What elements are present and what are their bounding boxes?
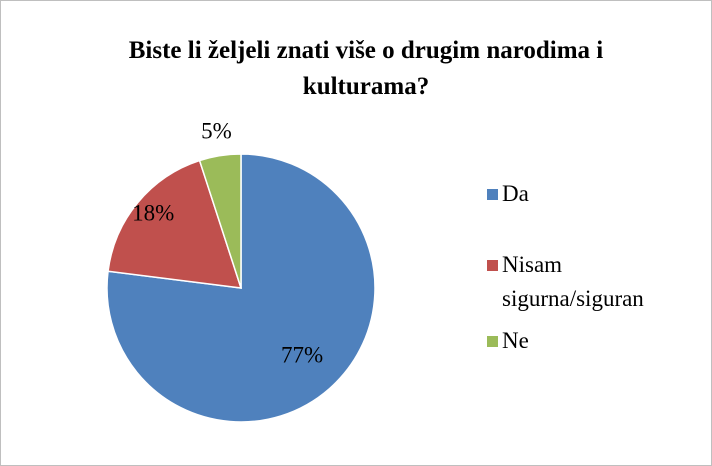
data-label: 77% <box>281 343 323 368</box>
legend-swatch <box>487 260 498 271</box>
legend-item: Da <box>487 177 702 211</box>
legend-label: Nisam sigurna/siguran <box>502 252 644 311</box>
legend-item: Nisam sigurna/siguran <box>487 248 702 316</box>
legend: Da Nisam sigurna/siguran Ne <box>487 177 702 358</box>
pie-slice <box>198 153 242 289</box>
legend-item: Ne <box>487 324 702 358</box>
data-label: 18% <box>132 201 174 226</box>
legend-label: Da <box>502 181 529 206</box>
chart-title: Biste li željeli znati više o drugim nar… <box>128 37 604 100</box>
legend-swatch <box>487 336 498 347</box>
data-label: 5% <box>201 118 232 143</box>
legend-label: Ne <box>502 328 529 353</box>
pie-slice <box>107 159 243 289</box>
legend-swatch <box>487 189 498 200</box>
